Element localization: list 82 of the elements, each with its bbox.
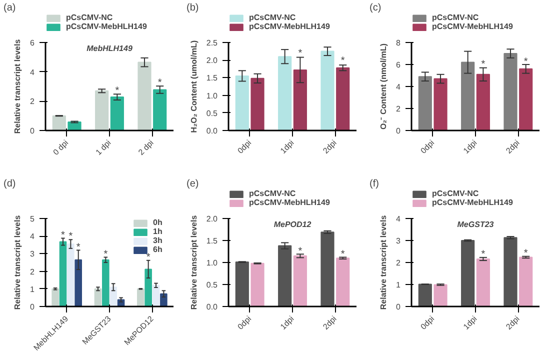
- y-tick-label: 2: [30, 267, 36, 276]
- legend-label: 1h: [153, 227, 164, 236]
- annotation: *: [481, 59, 486, 70]
- annotation: *: [481, 248, 486, 260]
- chart-title: (e): [186, 178, 199, 190]
- y-tick-label: 2: [396, 258, 402, 268]
- x-tick-label: 0dpi: [418, 314, 436, 332]
- y-tick-label: 3: [396, 236, 402, 246]
- y-tick-label: 6: [396, 60, 402, 70]
- legend-label: pCsCMV-NC: [249, 13, 296, 22]
- y-tick-label: 2.0: [206, 56, 218, 66]
- annotation: *: [115, 85, 120, 96]
- y-tick-label: 0: [30, 302, 36, 312]
- y-tick-label: 4: [396, 82, 402, 92]
- y-tick-label: 1.0: [206, 91, 218, 100]
- y-tick-label: 0: [396, 302, 402, 312]
- legend-label: pCsCMV-MebHLH149: [432, 198, 513, 207]
- y-tick-label: 0.0: [206, 126, 218, 136]
- legend-label: pCsCMV-MebHLH149: [249, 198, 330, 207]
- legend-label: pCsCMV-MebHLH149: [432, 22, 513, 31]
- x-tick-label: 0 dpi: [51, 138, 70, 157]
- y-axis-title: O₂⁻ Content (nmol/mL): [379, 43, 388, 130]
- y-tick-label: 0.5: [206, 108, 218, 118]
- annotation: *: [298, 246, 302, 257]
- y-axis-title: Relative transcript levels: [13, 38, 22, 134]
- chart-title: (a): [4, 2, 16, 14]
- legend-label: pCsCMV-MebHLH149: [249, 22, 330, 31]
- y-tick-label: 0: [30, 126, 36, 136]
- y-tick-label: 0: [396, 126, 402, 136]
- legend-label: pCsCMV-NC: [432, 189, 479, 198]
- legend-label: 3h: [153, 236, 164, 245]
- y-tick-label: 5: [30, 214, 36, 224]
- y-tick-label: 2: [396, 104, 402, 114]
- y-tick-label: 0.5: [206, 280, 218, 290]
- chart-title: (d): [4, 178, 16, 190]
- y-axis-title: Relative transcript levels: [189, 214, 198, 310]
- annotation: *: [524, 248, 528, 259]
- x-tick-label: 0dpi: [236, 138, 254, 156]
- x-tick-label: 0dpi: [236, 314, 254, 332]
- y-tick-label: 1.5: [206, 74, 218, 83]
- y-tick-label: 1.5: [206, 236, 218, 246]
- y-axis-title: H₂O₂ Content (umol/mL): [189, 40, 198, 133]
- y-tick-label: 4: [396, 214, 402, 224]
- y-tick-label: 4: [30, 68, 36, 77]
- legend-label: pCsCMV-MebHLH149: [66, 22, 147, 31]
- y-tick-label: 8: [396, 38, 402, 48]
- annotation: *: [146, 252, 150, 263]
- y-tick-label: 2: [30, 97, 36, 106]
- chart-title: (f): [370, 178, 379, 190]
- y-tick-label: 4: [30, 232, 36, 242]
- annotation: *: [524, 56, 528, 68]
- legend-label: 0h: [153, 218, 164, 227]
- y-tick-label: 0.0: [206, 302, 218, 312]
- chart-title: (c): [370, 2, 382, 14]
- annotation: MePOD12: [274, 220, 312, 230]
- y-tick-label: 6: [30, 38, 36, 48]
- y-axis-title: Relative transcript levels: [13, 214, 22, 310]
- x-tick-label: 0dpi: [418, 138, 436, 156]
- annotation: *: [340, 56, 345, 67]
- legend-label: pCsCMV-NC: [66, 13, 113, 22]
- y-tick-label: 2.5: [206, 38, 218, 48]
- y-tick-label: 3: [30, 250, 36, 259]
- legend-label: 6h: [153, 245, 164, 254]
- y-tick-label: 1: [396, 280, 402, 290]
- annotation: *: [298, 48, 302, 59]
- legend-label: pCsCMV-NC: [432, 13, 479, 22]
- y-tick-label: 1: [30, 284, 36, 294]
- annotation: *: [104, 248, 108, 260]
- y-axis-title: Relative transcript levels: [379, 214, 388, 310]
- x-tick-label: 1 dpi: [94, 138, 113, 157]
- annotation: *: [340, 248, 345, 260]
- chart-title: (b): [186, 2, 199, 14]
- y-tick-label: 2.0: [206, 214, 218, 224]
- annotation: *: [158, 77, 162, 88]
- annotation: *: [68, 231, 73, 242]
- annotation: MeGST23: [457, 220, 494, 230]
- annotation: *: [76, 242, 80, 253]
- legend-label: pCsCMV-NC: [249, 189, 296, 198]
- x-tick-label: 2 dpi: [136, 138, 156, 157]
- annotation: MebHLH149: [86, 44, 133, 54]
- y-tick-label: 1.0: [206, 258, 218, 268]
- annotation: *: [61, 230, 66, 241]
